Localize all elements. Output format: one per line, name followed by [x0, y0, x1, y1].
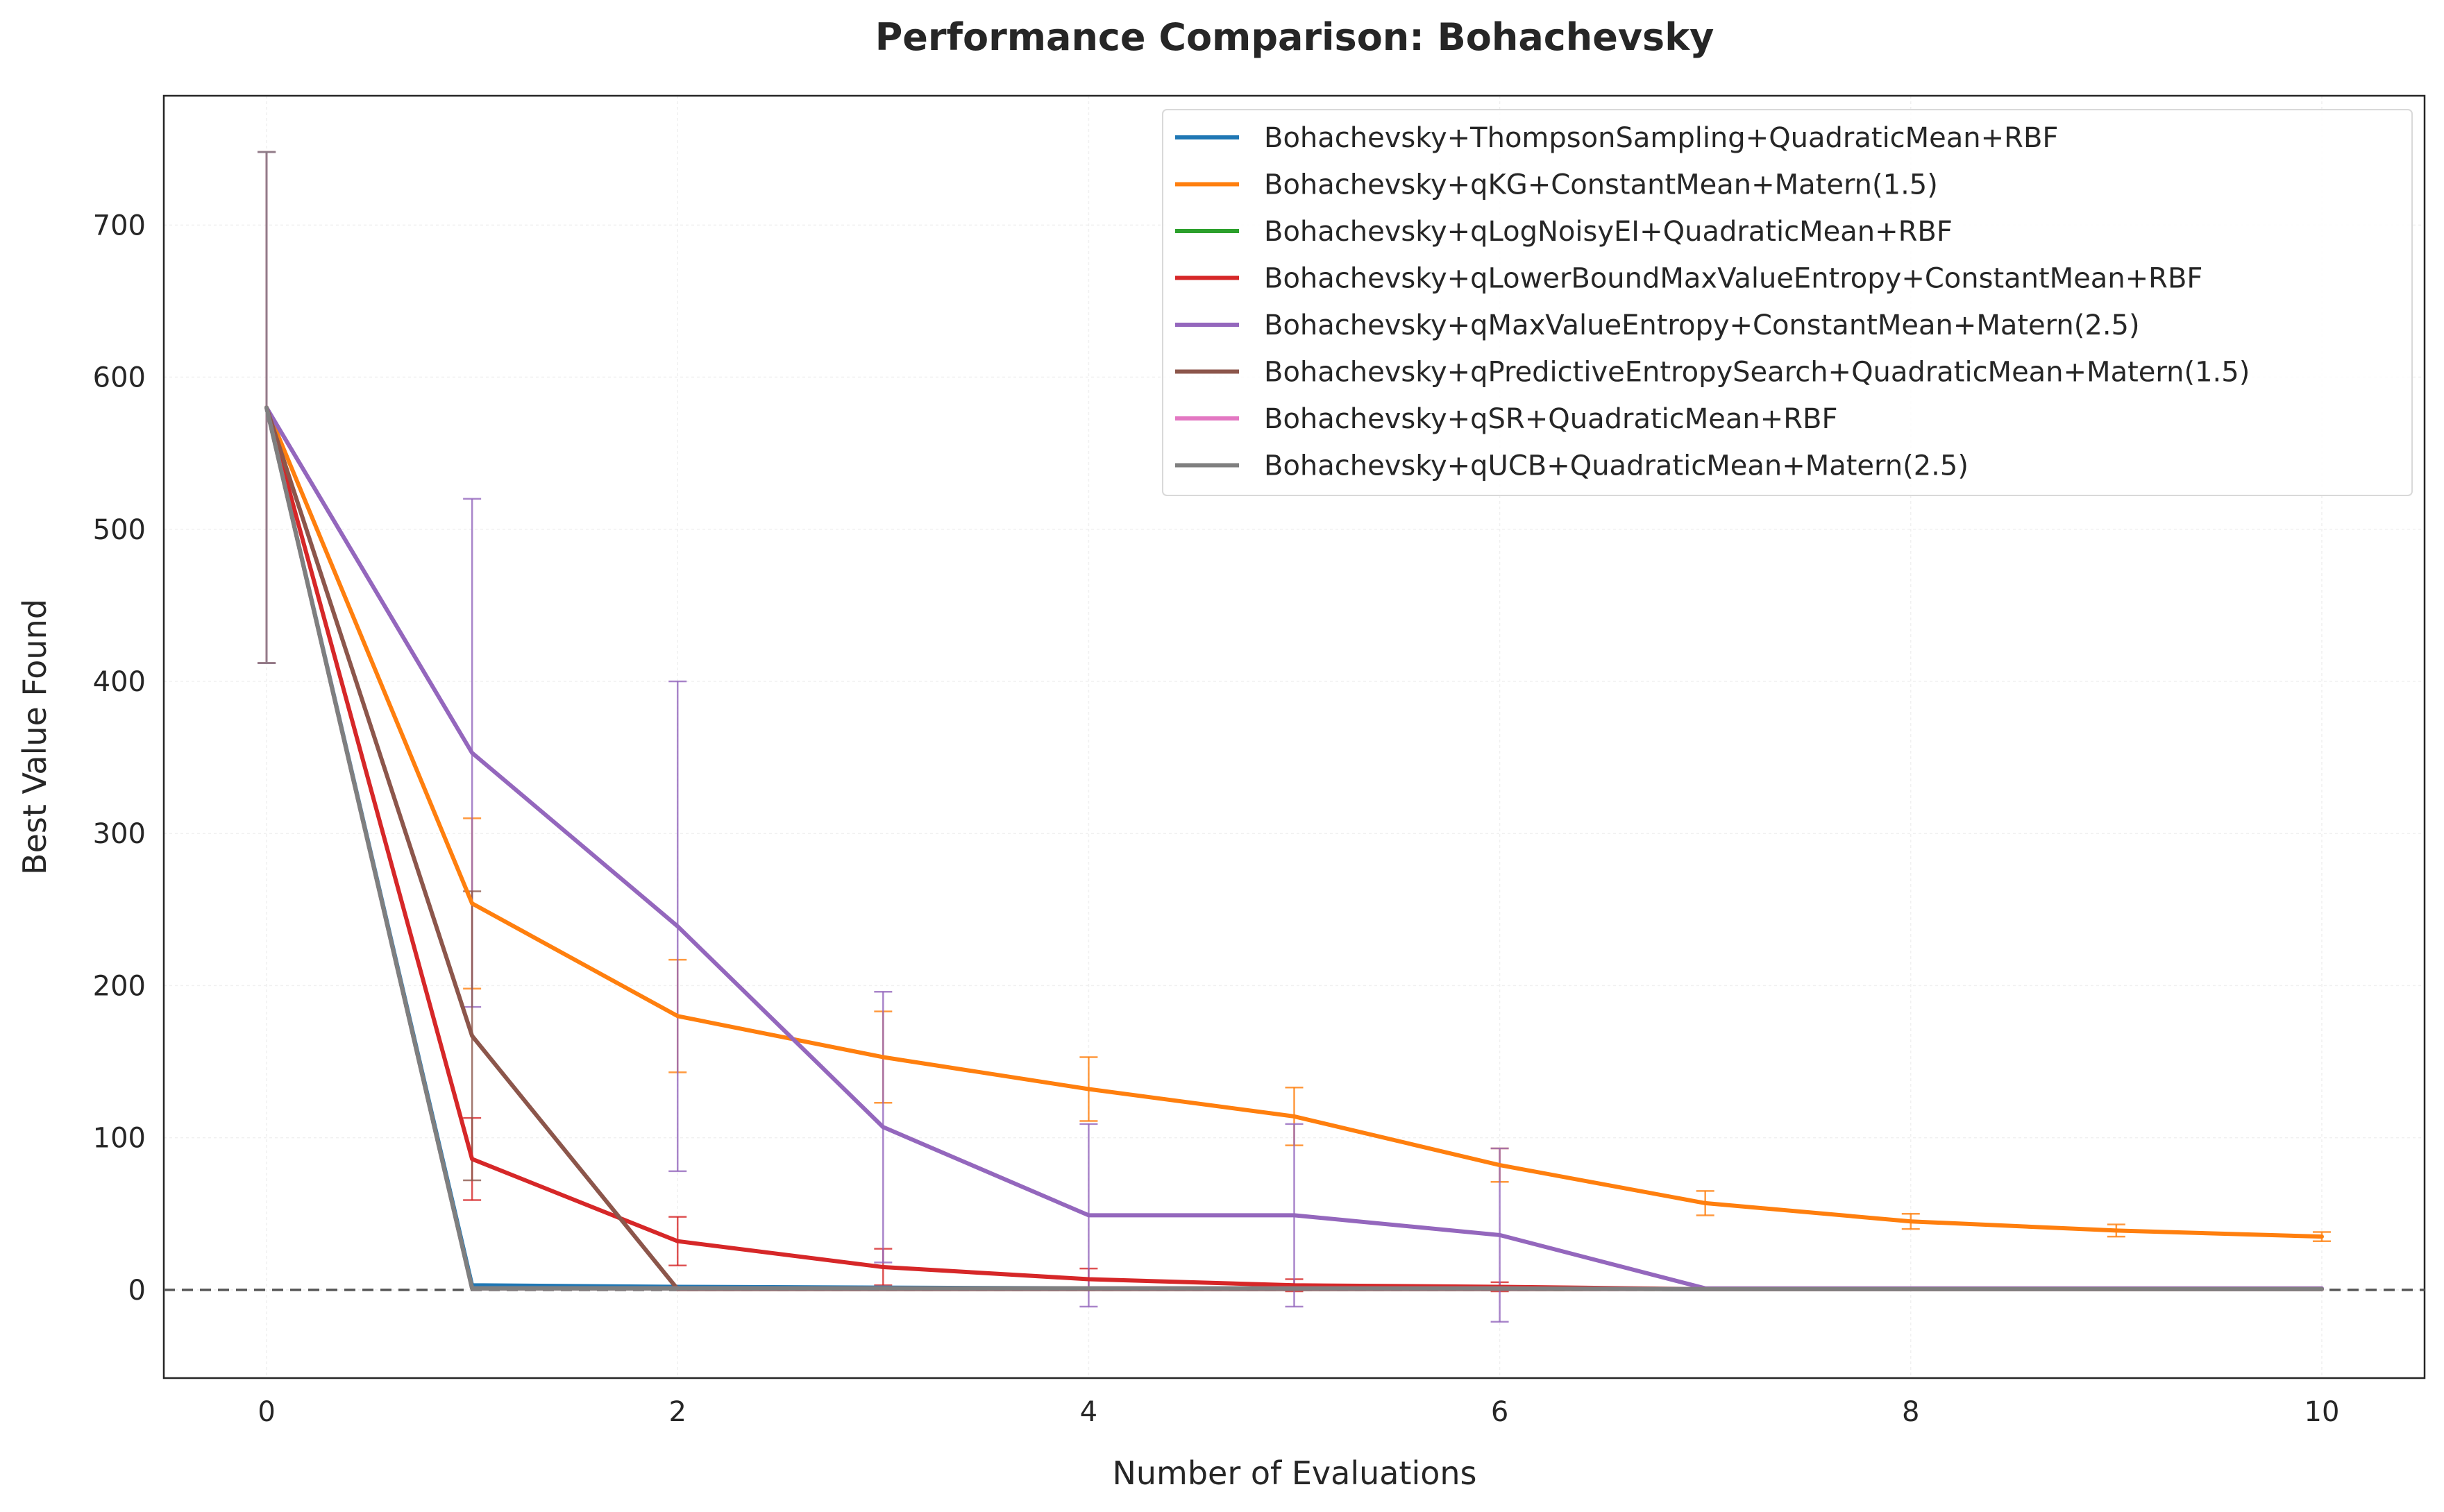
y-tick-label: 200 — [93, 970, 146, 1002]
y-axis-ticks: 0 100 200 300 400 500 600 700 — [93, 210, 146, 1307]
legend-entry: Bohachevsky+qSR+QuadraticMean+RBF — [1175, 403, 1837, 435]
x-tick-label: 10 — [2304, 1396, 2340, 1428]
y-axis-label: Best Value Found — [16, 599, 53, 875]
series-line-8 — [264, 405, 2324, 1291]
y-tick-label: 500 — [93, 514, 146, 546]
x-tick-label: 6 — [1491, 1396, 1508, 1428]
plot-area — [162, 94, 2426, 1379]
x-tick-label: 4 — [1080, 1396, 1097, 1428]
series-line-2 — [264, 405, 2324, 1239]
legend-label: Bohachevsky+qPredictiveEntropySearch+Qua… — [1264, 357, 2250, 389]
x-axis-ticks: 0 2 4 6 8 10 — [258, 1396, 2339, 1428]
legend-label: Bohachevsky+qUCB+QuadraticMean+Matern(2.… — [1264, 450, 1969, 482]
legend-label: Bohachevsky+ThompsonSampling+QuadraticMe… — [1264, 122, 2058, 154]
y-tick-label: 300 — [93, 818, 146, 850]
x-tick-label: 2 — [669, 1396, 686, 1428]
y-tick-label: 700 — [93, 210, 146, 241]
legend-entry: Bohachevsky+qMaxValueEntropy+ConstantMea… — [1175, 309, 2140, 341]
legend-entry: Bohachevsky+ThompsonSampling+QuadraticMe… — [1175, 122, 2058, 154]
legend-entry: Bohachevsky+qUCB+QuadraticMean+Matern(2.… — [1175, 450, 1969, 482]
x-tick-label: 8 — [1902, 1396, 1919, 1428]
y-tick-label: 0 — [128, 1275, 146, 1307]
legend-entry: Bohachevsky+qLogNoisyEI+QuadraticMean+RB… — [1175, 216, 1953, 248]
legend: Bohachevsky+ThompsonSampling+QuadraticMe… — [1162, 109, 2413, 496]
legend-label: Bohachevsky+qMaxValueEntropy+ConstantMea… — [1264, 309, 2140, 341]
legend-entry: Bohachevsky+qKG+ConstantMean+Matern(1.5) — [1175, 169, 1938, 201]
legend-label: Bohachevsky+qSR+QuadraticMean+RBF — [1264, 403, 1837, 435]
legend-entry: Bohachevsky+qPredictiveEntropySearch+Qua… — [1175, 357, 2250, 389]
legend-label: Bohachevsky+qLogNoisyEI+QuadraticMean+RB… — [1264, 216, 1953, 248]
y-tick-label: 400 — [93, 666, 146, 698]
legend-label: Bohachevsky+qLowerBoundMaxValueEntropy+C… — [1264, 263, 2202, 295]
chart-title: Performance Comparison: Bohachevsky — [875, 15, 1714, 59]
legend-box — [1162, 109, 2413, 496]
legend-entry: Bohachevsky+qLowerBoundMaxValueEntropy+C… — [1175, 263, 2202, 295]
legend-label: Bohachevsky+qKG+ConstantMean+Matern(1.5) — [1264, 169, 1938, 201]
x-axis-label: Number of Evaluations — [1112, 1454, 1476, 1492]
series-lines — [264, 405, 2324, 1291]
y-tick-label: 600 — [93, 362, 146, 394]
y-tick-label: 100 — [93, 1123, 146, 1155]
x-tick-label: 0 — [258, 1396, 275, 1428]
